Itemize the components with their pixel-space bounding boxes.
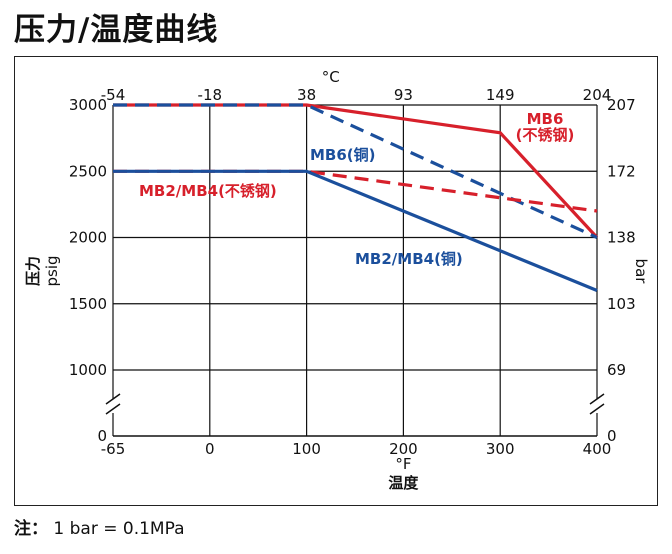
series-line-3 <box>113 169 598 292</box>
footnote: 注： 1 bar = 0.1MPa <box>14 514 184 539</box>
y-right-axis-unit: bar <box>632 259 650 285</box>
series-line-1 <box>113 103 598 239</box>
x-tick-label: 0 <box>205 440 215 458</box>
x-axis-label: 温度 <box>388 474 419 492</box>
series-label-3: MB2/MB4(铜) <box>355 250 463 268</box>
x-tick-label: 100 <box>292 440 321 458</box>
y-tick-label: 2000 <box>69 229 107 247</box>
axis-break-mark <box>105 403 121 415</box>
axis-break-mark <box>589 393 605 405</box>
y-tick-label: 1500 <box>69 295 107 313</box>
x-tick-label: 200 <box>389 440 418 458</box>
x-tick-label: 400 <box>583 440 612 458</box>
y-right-tick-label: 172 <box>607 162 636 180</box>
y-right-tick-label: 207 <box>607 96 636 114</box>
axis-break-gap <box>592 399 602 413</box>
y-right-tick-label: 103 <box>607 295 636 313</box>
x-tick-label: 300 <box>486 440 515 458</box>
series-label-0: (不锈钢) <box>516 126 575 144</box>
x-top-tick-label: 149 <box>486 86 515 104</box>
series-label-0: MB6 <box>527 110 564 128</box>
y-axis-unit: psig <box>43 255 61 286</box>
series-label-2: MB2/MB4(不锈钢) <box>139 182 277 200</box>
x-top-tick-label: 93 <box>394 86 413 104</box>
x-tick-label: -65 <box>101 440 126 458</box>
y-right-tick-label: 0 <box>607 427 617 445</box>
x-top-tick-label: -18 <box>198 86 223 104</box>
x-top-tick-label: 204 <box>583 86 612 104</box>
footnote-separator: ： <box>31 519 48 539</box>
y-tick-label: 3000 <box>69 96 107 114</box>
page-title: 压力/温度曲线 <box>14 12 219 48</box>
axis-break-mark <box>589 403 605 415</box>
y-right-tick-label: 69 <box>607 361 626 379</box>
y-tick-label: 1000 <box>69 361 107 379</box>
y-tick-label: 2500 <box>69 162 107 180</box>
axis-break-gap <box>108 399 118 413</box>
y-tick-label: 0 <box>97 427 107 445</box>
series-label-1: MB6(铜) <box>310 146 376 164</box>
x-top-tick-label: 38 <box>297 86 316 104</box>
axis-break-mark <box>105 393 121 405</box>
x-axis-unit: °F <box>395 455 411 473</box>
x-top-tick-label: -54 <box>101 86 126 104</box>
footnote-label: 注 <box>14 519 31 539</box>
x-top-axis-unit: °C <box>322 68 340 86</box>
y-right-tick-label: 138 <box>607 229 636 247</box>
chart-frame <box>14 56 658 506</box>
footnote-text: 1 bar = 0.1MPa <box>53 519 185 539</box>
y-axis-label: 压力 <box>24 256 42 286</box>
